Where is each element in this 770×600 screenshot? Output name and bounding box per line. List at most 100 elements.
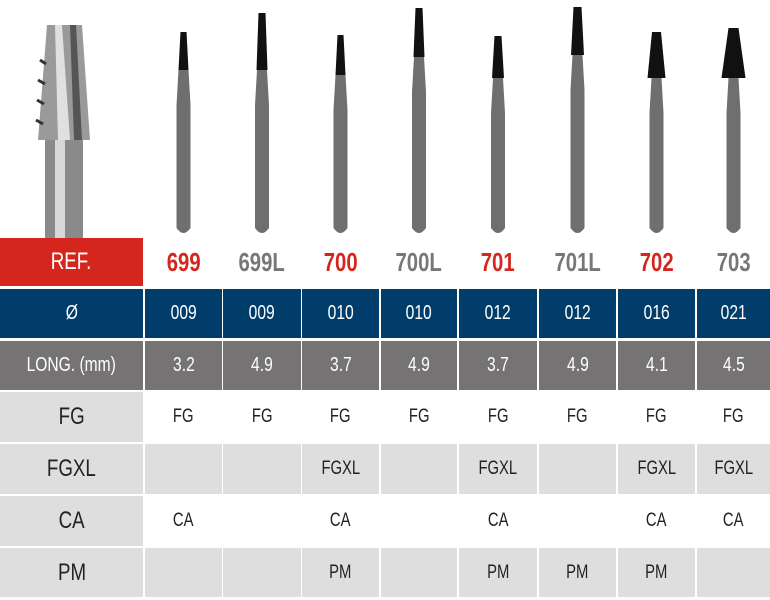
cell-ca-text: CA [330,510,351,531]
cell-pm [145,548,222,597]
cell-pm-text: PM [566,561,589,583]
row-label-diameter-text: Ø [65,302,78,324]
cell-ref: 702 [618,238,695,286]
cell-ca: CA [459,496,537,546]
cell-ref-text: 702 [639,246,674,277]
cell-fgxl: FGXL [618,444,695,494]
cell-ca: CA [145,496,222,546]
cell-pm-text: PM [329,561,352,583]
cell-ref-text: 703 [716,246,751,277]
cell-fg-text: FG [487,406,509,427]
cell-fgxl-text: FGXL [478,458,518,479]
cell-diameter: 012 [459,289,537,338]
cell-ref-text: 700L [395,246,443,277]
bur-shank [726,78,741,233]
cell-ca [381,496,457,546]
cell-ref-text: 700 [323,246,358,277]
cell-ca [223,496,301,546]
cell-fg: FG [459,392,537,442]
cell-fg-text: FG [723,406,744,427]
cell-fg: FG [381,392,457,442]
cell-length: 4.9 [223,341,301,390]
cell-ref: 700L [381,238,457,286]
cell-fgxl [223,444,301,494]
cell-length: 4.5 [697,341,770,390]
cell-length-text: 4.9 [251,354,273,376]
bur-closeup-image [35,25,90,240]
row-label-fgxl: FGXL [0,444,143,494]
cell-length-text: 3.2 [172,354,195,376]
cell-fgxl: FGXL [697,444,770,494]
cell-pm [697,548,770,597]
cell-ref: 701L [539,238,616,286]
cell-pm: PM [302,548,379,597]
bur-tip [721,28,746,78]
cell-diameter-text: 009 [170,302,197,324]
cell-fgxl [381,444,457,494]
cell-diameter: 010 [381,289,457,338]
cell-ca: CA [697,496,770,546]
bur-shank [412,57,426,233]
cell-diameter: 016 [618,289,695,338]
row-label-ref-text: REF. [51,248,92,275]
cell-fgxl [145,444,222,494]
row-label-pm: PM [0,548,143,597]
cell-diameter-text: 012 [484,302,512,324]
bur-shank [649,78,664,233]
cell-diameter-text: 012 [564,302,591,324]
cell-diameter-text: 016 [643,302,670,324]
cell-diameter: 012 [539,289,616,338]
cell-length: 3.7 [459,341,537,390]
cell-pm-text: PM [486,561,510,583]
cell-fgxl-text: FGXL [321,458,360,479]
cell-ca-text: CA [173,510,194,531]
cell-fg: FG [223,392,301,442]
cell-ca: CA [618,496,695,546]
cell-fg: FG [618,392,695,442]
row-label-ca-text: CA [58,507,85,534]
cell-diameter: 010 [302,289,379,338]
cell-fgxl-text: FGXL [637,458,676,479]
cell-diameter: 021 [697,289,770,338]
bur-shank [255,70,269,233]
cell-length: 3.7 [302,341,379,390]
bur-illustrations [35,7,746,240]
cell-length-text: 4.9 [566,354,589,376]
row-label-diameter: Ø [0,289,143,338]
cell-length-text: 4.9 [408,354,430,376]
cell-ref: 700 [302,238,379,286]
cell-length: 4.9 [381,341,457,390]
cell-fg-text: FG [567,406,588,427]
cell-fgxl-text: FGXL [714,458,753,479]
cell-ca [539,496,616,546]
bur-tip [413,8,425,57]
row-label-length-text: LONG. (mm) [26,354,117,376]
cell-diameter-text: 009 [248,302,276,324]
cell-ca-text: CA [723,510,744,531]
cell-ca: CA [302,496,379,546]
cell-diameter-text: 010 [405,302,433,324]
cell-ca-text: CA [487,510,509,531]
cell-length: 3.2 [145,341,222,390]
cell-pm [223,548,301,597]
row-label-fg: FG [0,392,143,442]
cell-ref: 701 [459,238,537,286]
cell-diameter: 009 [145,289,222,338]
cell-fg-text: FG [251,406,273,427]
row-label-ca: CA [0,496,143,546]
cell-diameter-text: 010 [327,302,354,324]
cell-diameter-text: 021 [720,302,747,324]
cell-pm: PM [539,548,616,597]
cell-pm: PM [459,548,537,597]
bur-tip [178,32,189,70]
row-label-fg-text: FG [58,403,85,430]
cell-fg-text: FG [408,406,430,427]
row-label-length: LONG. (mm) [0,341,143,390]
cell-ref-text: 699L [238,246,286,277]
cell-pm: PM [618,548,695,597]
cell-ref: 699L [223,238,301,286]
row-label-fgxl-text: FGXL [47,455,96,482]
bur-shank [570,55,585,233]
bur-tip [647,32,666,78]
cell-pm [381,548,457,597]
